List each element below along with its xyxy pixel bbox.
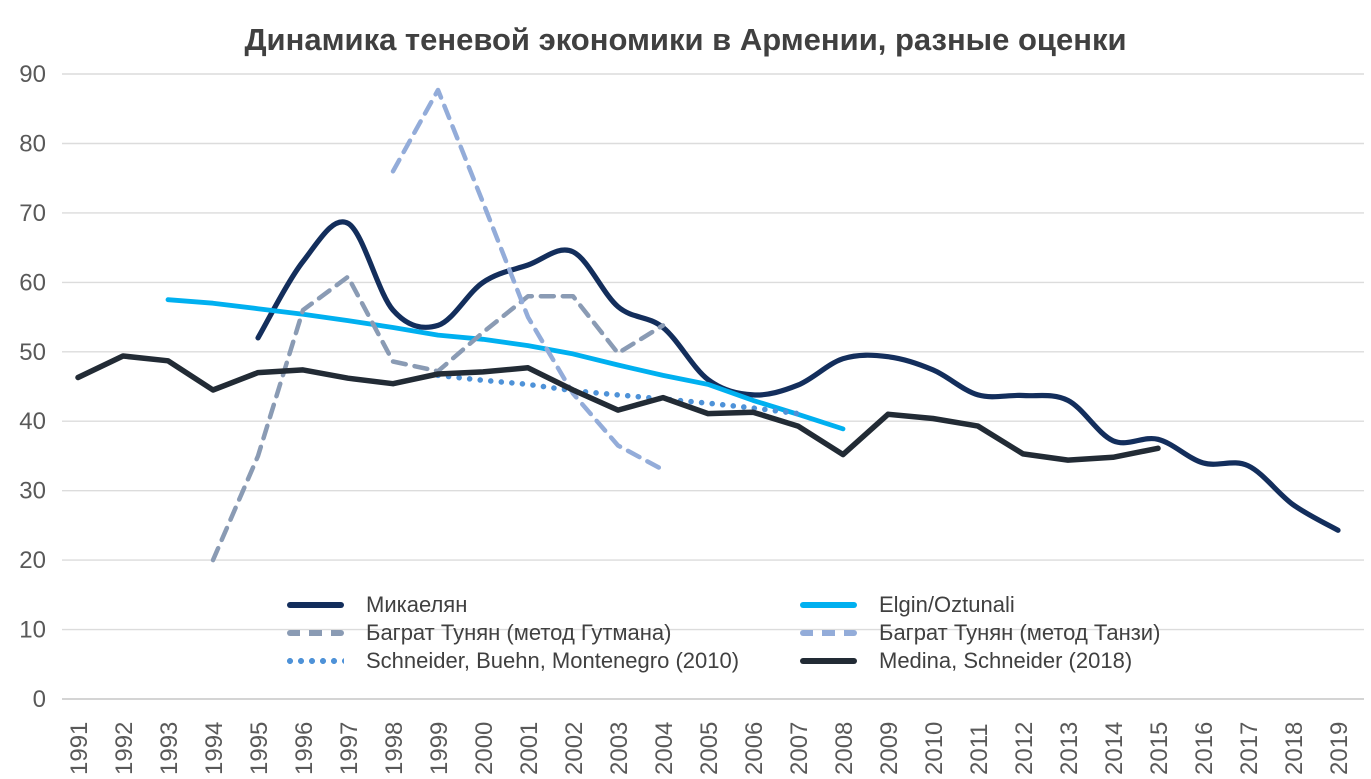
y-tick-label: 40 — [19, 408, 46, 435]
x-tick-label: 2010 — [921, 722, 948, 775]
y-tick-label: 0 — [33, 686, 46, 713]
x-tick-label: 1996 — [291, 722, 318, 775]
legend-label: Elgin/Oztunali — [879, 592, 1015, 617]
legend-swatch-schneider-buehn-montenegro — [287, 658, 344, 664]
y-tick-label: 70 — [19, 200, 46, 227]
legend-item-elgin-oztunali: Elgin/Oztunali — [800, 592, 1160, 618]
legend-label: Medina, Schneider (2018) — [879, 648, 1133, 673]
x-tick-label: 2017 — [1236, 722, 1263, 775]
series-line-2 — [210, 274, 666, 563]
x-tick-label: 2000 — [471, 722, 498, 775]
series-line-3 — [390, 87, 666, 473]
x-tick-label: 2015 — [1146, 722, 1173, 775]
y-tick-label: 50 — [19, 339, 46, 366]
legend-item-tunyan-gutman: Баграт Тунян (метод Гутмана) — [287, 620, 800, 646]
x-tick-label: 2014 — [1101, 722, 1128, 775]
series-line-4 — [435, 372, 801, 417]
x-tick-label: 2011 — [966, 723, 993, 775]
legend-swatch-tunyan-gutman — [287, 630, 344, 636]
x-tick-label: 2018 — [1281, 722, 1308, 775]
legend-swatch-tunyan-tanzi — [800, 630, 857, 636]
x-tick-label: 1997 — [336, 722, 363, 775]
x-tick-label: 2019 — [1326, 722, 1353, 775]
chart-title: Динамика теневой экономики в Армении, ра… — [244, 22, 1127, 57]
y-tick-label: 90 — [19, 61, 46, 88]
x-tick-label: 2006 — [741, 722, 768, 775]
y-tick-label: 30 — [19, 478, 46, 505]
x-tick-label: 1998 — [381, 722, 408, 775]
legend-item-mikaelyan: Микаелян — [287, 592, 800, 618]
legend-item-schneider-buehn-montenegro: Schneider, Buehn, Montenegro (2010) — [287, 648, 800, 674]
y-tick-label: 10 — [19, 617, 46, 644]
x-tick-label: 1999 — [426, 722, 453, 775]
legend-item-tunyan-tanzi: Баграт Тунян (метод Танзи) — [800, 620, 1160, 646]
y-tick-label: 60 — [19, 269, 46, 296]
y-tick-label: 80 — [19, 131, 46, 158]
legend-label: Schneider, Buehn, Montenegro (2010) — [366, 648, 740, 673]
series-line-0 — [255, 219, 1341, 533]
x-tick-label: 2009 — [876, 722, 903, 775]
series-line-1 — [165, 297, 846, 432]
legend-item-medina-schneider: Medina, Schneider (2018) — [800, 648, 1160, 674]
y-tick-label: 20 — [19, 547, 46, 574]
x-tick-label: 2005 — [696, 722, 723, 775]
x-tick-label: 2002 — [561, 722, 588, 775]
legend-label: Баграт Тунян (метод Танзи) — [879, 620, 1161, 645]
x-tick-label: 2007 — [786, 722, 813, 775]
legend-swatch-mikaelyan — [287, 602, 344, 608]
x-tick-label: 2004 — [651, 722, 678, 775]
x-tick-label: 1994 — [201, 722, 228, 775]
legend-swatch-medina-schneider — [800, 658, 857, 664]
legend: Микаелян Elgin/Oztunali Баграт Тунян (ме… — [287, 591, 1160, 675]
x-tick-label: 1995 — [246, 722, 273, 775]
x-tick-label: 2008 — [831, 722, 858, 775]
series-line-5 — [75, 353, 1161, 463]
x-tick-label: 2001 — [516, 722, 543, 775]
legend-swatch-elgin-oztunali — [800, 602, 857, 608]
legend-label: Микаелян — [366, 592, 468, 617]
x-tick-label: 2016 — [1191, 722, 1218, 775]
x-tick-label: 1993 — [156, 722, 183, 775]
x-tick-label: 1991 — [66, 722, 93, 775]
x-tick-label: 2003 — [606, 722, 633, 775]
x-tick-label: 2013 — [1056, 722, 1083, 775]
x-tick-label: 1992 — [111, 722, 138, 775]
legend-label: Баграт Тунян (метод Гутмана) — [366, 620, 672, 645]
x-tick-label: 2012 — [1011, 722, 1038, 775]
